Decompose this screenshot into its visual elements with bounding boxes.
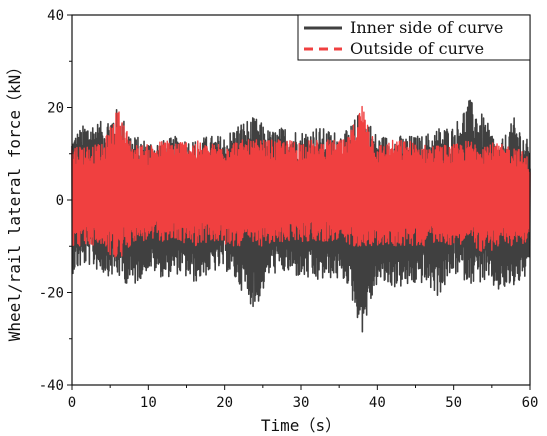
outer-series-trace [71,105,531,258]
y-tick-label: 40 [47,8,64,24]
x-tick-label: 10 [140,395,157,411]
legend: Inner side of curve Outside of curve [297,14,531,61]
outer-series-layer [71,105,531,258]
x-tick-label: 60 [522,395,539,411]
x-tick-label: 50 [445,395,462,411]
x-axis-title: Time（s） [261,416,341,435]
y-tick-label: -20 [39,286,64,302]
legend-label-inner: Inner side of curve [350,18,503,37]
y-tick-label: 20 [47,101,64,117]
x-tick-label: 0 [68,395,76,411]
legend-box [297,14,531,61]
tick-layer: 0 10 20 30 40 50 60 40 20 0 -20 -40 [39,8,539,411]
x-tick-label: 20 [216,395,233,411]
y-tick-label: 0 [56,193,64,209]
y-axis-title: Wheel/rail lateral force（kN） [5,59,24,341]
x-tick-label: 30 [293,395,310,411]
legend-label-outer: Outside of curve [350,39,484,58]
y-tick-label: -40 [39,378,64,394]
x-tick-label: 40 [369,395,386,411]
